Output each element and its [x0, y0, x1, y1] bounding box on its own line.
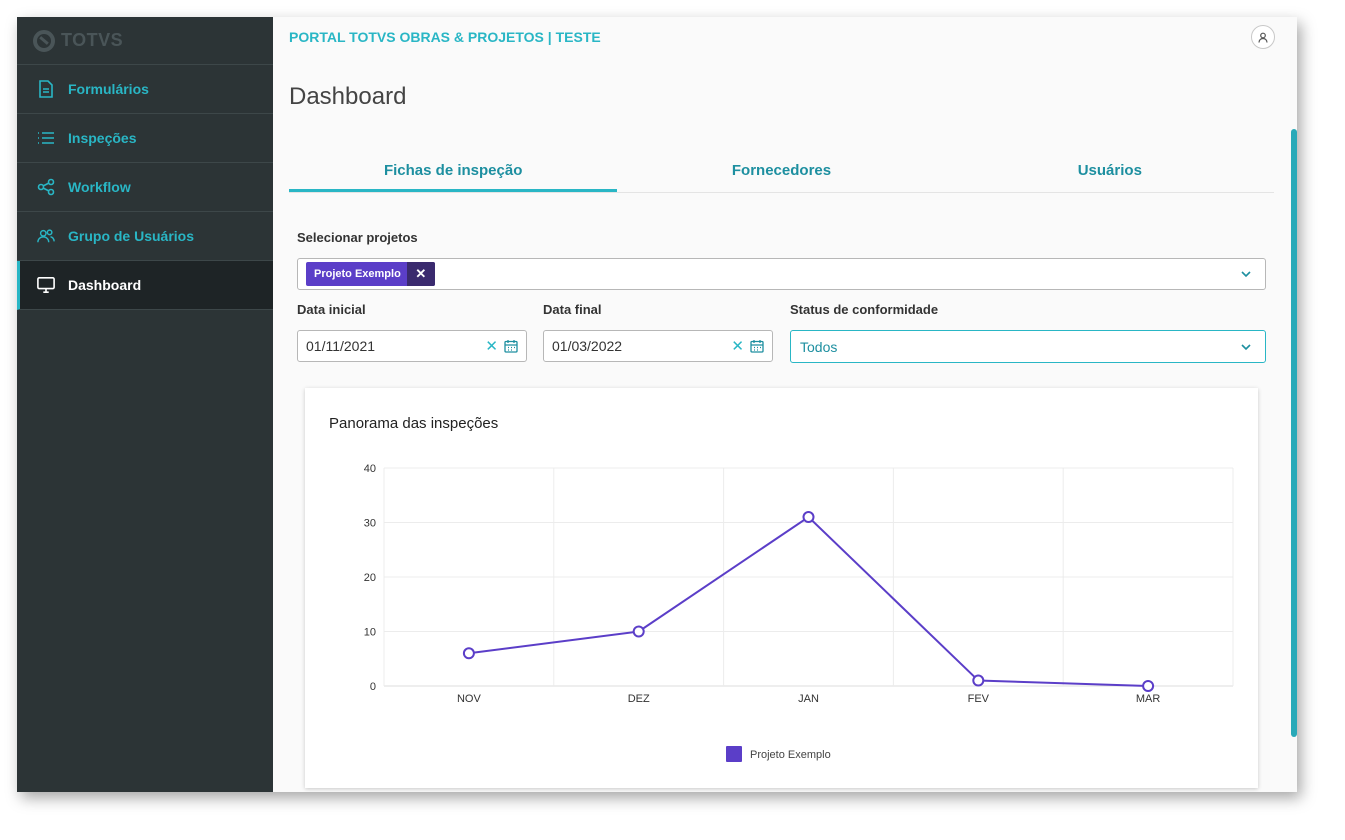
clear-icon[interactable]: ✕ — [485, 338, 498, 355]
data-point — [632, 625, 645, 638]
projects-label: Selecionar projetos — [297, 230, 418, 245]
brand-logo: TOTVS — [17, 17, 273, 65]
data-point — [972, 674, 985, 687]
tab-usuarios[interactable]: Usuários — [1077, 162, 1142, 179]
tab-bar: Fichas de inspeção Fornecedores Usuários — [289, 153, 1274, 193]
user-icon — [1258, 32, 1268, 43]
sidebar-item-inspecoes[interactable]: Inspeções — [17, 114, 273, 163]
y-tick-label: 10 — [364, 627, 376, 639]
legend-label: Projeto Exemplo — [750, 749, 831, 761]
end-date-field[interactable]: 01/03/2022 ✕ — [543, 330, 773, 362]
y-tick-label: 0 — [370, 681, 376, 693]
app-window: TOTVS Formulários Inspeções Workflow Gru… — [17, 17, 1297, 792]
x-tick-label: JAN — [798, 693, 819, 705]
sidebar-item-label: Grupo de Usuários — [68, 228, 195, 244]
start-date-field[interactable]: 01/11/2021 ✕ — [297, 330, 527, 362]
chart-card: Panorama das inspeções 0 10 20 30 40 NOV DEZ JA… — [305, 388, 1258, 788]
users-icon — [37, 227, 55, 245]
series-line — [468, 515, 1149, 687]
tab-fichas-inspecao[interactable]: Fichas de inspeção — [289, 153, 618, 192]
start-date-label: Data inicial — [297, 302, 366, 317]
tab-fornecedores[interactable]: Fornecedores — [731, 162, 832, 179]
start-date-value: 01/11/2021 — [306, 338, 376, 354]
status-select[interactable]: Todos — [790, 330, 1266, 363]
totvs-logo-icon — [33, 29, 55, 52]
close-icon[interactable]: ✕ — [406, 262, 435, 286]
projects-multiselect[interactable]: Projeto Exemplo ✕ — [297, 258, 1266, 290]
y-tick-label: 40 — [364, 463, 376, 475]
legend-swatch — [726, 746, 742, 762]
share-icon — [37, 178, 55, 196]
document-icon — [37, 80, 55, 98]
sidebar-item-formularios[interactable]: Formulários — [17, 65, 273, 114]
sidebar-item-label: Inspeções — [68, 130, 137, 146]
sidebar-item-dashboard[interactable]: Dashboard — [17, 261, 273, 310]
monitor-icon — [37, 276, 55, 294]
x-tick-label: DEZ — [628, 693, 650, 705]
data-point — [1142, 680, 1155, 692]
page-title: Dashboard — [289, 83, 407, 110]
portal-title: PORTAL TOTVS OBRAS & PROJETOS | TESTE — [289, 29, 601, 45]
y-tick-label: 30 — [364, 518, 376, 530]
sidebar-item-workflow[interactable]: Workflow — [17, 163, 273, 212]
sidebar-item-label: Dashboard — [68, 277, 142, 293]
sidebar-item-label: Workflow — [68, 179, 131, 195]
end-date-label: Data final — [543, 302, 602, 317]
calendar-icon[interactable] — [750, 339, 764, 353]
list-icon — [37, 129, 55, 147]
sidebar: TOTVS Formulários Inspeções Workflow Gru… — [17, 17, 273, 792]
project-chip-label: Projeto Exemplo — [314, 268, 401, 280]
end-date-value: 01/03/2022 — [552, 338, 623, 354]
status-label: Status de conformidade — [790, 302, 939, 317]
chart-title: Panorama das inspeções — [329, 415, 499, 432]
brand-name: TOTVS — [61, 30, 124, 50]
sidebar-item-grupo-usuarios[interactable]: Grupo de Usuários — [17, 212, 273, 261]
status-value: Todos — [800, 338, 838, 355]
project-chip: Projeto Exemplo ✕ — [306, 262, 435, 286]
user-avatar[interactable] — [1251, 25, 1275, 49]
calendar-icon[interactable] — [504, 339, 518, 353]
x-tick-label: MAR — [1136, 693, 1161, 705]
sidebar-item-label: Formulários — [68, 81, 149, 97]
chevron-down-icon[interactable] — [1239, 267, 1253, 281]
x-tick-label: NOV — [457, 693, 482, 705]
scrollbar[interactable] — [1291, 129, 1297, 737]
clear-icon[interactable]: ✕ — [731, 338, 744, 355]
data-point — [462, 647, 475, 660]
main-content: PORTAL TOTVS OBRAS & PROJETOS | TESTE Da… — [273, 17, 1297, 792]
line-chart: 0 10 20 30 40 NOV DEZ JAN FEV MAR Projeto Exemplo — [364, 463, 1234, 762]
chevron-down-icon — [1241, 344, 1251, 351]
y-tick-label: 20 — [364, 572, 376, 584]
x-tick-label: FEV — [968, 693, 990, 705]
data-point — [802, 511, 815, 524]
